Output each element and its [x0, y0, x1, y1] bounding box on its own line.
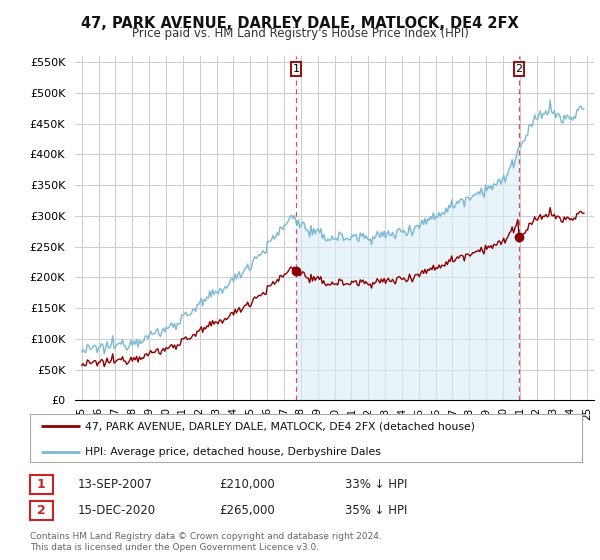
Text: Contains HM Land Registry data © Crown copyright and database right 2024.
This d: Contains HM Land Registry data © Crown c… — [30, 533, 382, 552]
FancyBboxPatch shape — [291, 62, 301, 76]
Text: £210,000: £210,000 — [219, 478, 275, 491]
Text: 35% ↓ HPI: 35% ↓ HPI — [345, 504, 407, 517]
Text: 47, PARK AVENUE, DARLEY DALE, MATLOCK, DE4 2FX (detached house): 47, PARK AVENUE, DARLEY DALE, MATLOCK, D… — [85, 421, 475, 431]
Text: 1: 1 — [292, 64, 299, 74]
FancyBboxPatch shape — [514, 62, 524, 76]
Text: HPI: Average price, detached house, Derbyshire Dales: HPI: Average price, detached house, Derb… — [85, 446, 381, 456]
Text: Price paid vs. HM Land Registry's House Price Index (HPI): Price paid vs. HM Land Registry's House … — [131, 27, 469, 40]
Text: 15-DEC-2020: 15-DEC-2020 — [78, 504, 156, 517]
Text: 1: 1 — [37, 478, 46, 491]
Text: 2: 2 — [515, 64, 523, 74]
Text: 13-SEP-2007: 13-SEP-2007 — [78, 478, 153, 491]
Text: £265,000: £265,000 — [219, 504, 275, 517]
Text: 33% ↓ HPI: 33% ↓ HPI — [345, 478, 407, 491]
Text: 47, PARK AVENUE, DARLEY DALE, MATLOCK, DE4 2FX: 47, PARK AVENUE, DARLEY DALE, MATLOCK, D… — [81, 16, 519, 31]
Text: 2: 2 — [37, 504, 46, 517]
